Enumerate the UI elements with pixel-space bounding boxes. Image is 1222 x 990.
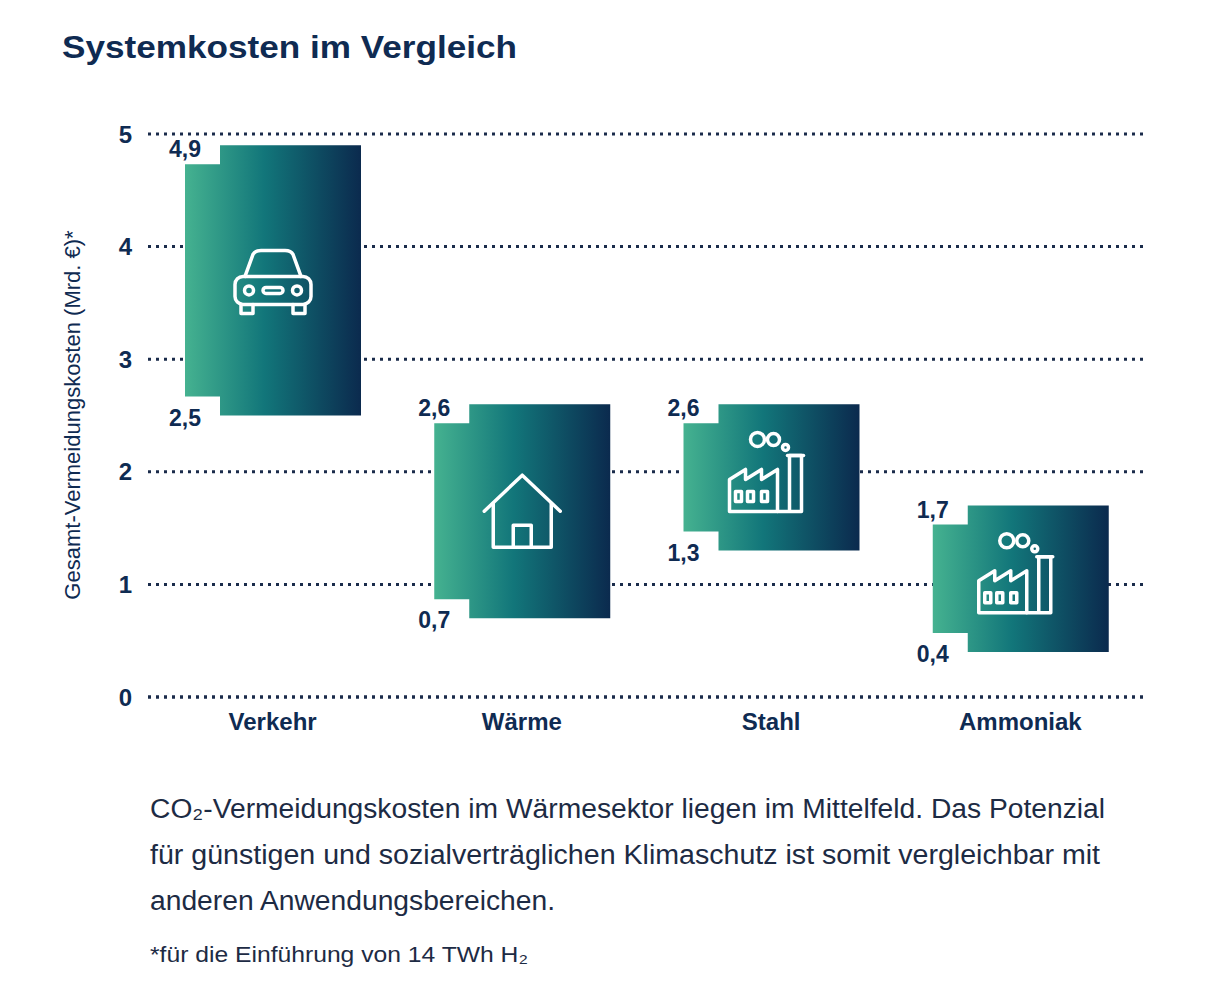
svg-text:2,6: 2,6 (418, 395, 450, 421)
svg-text:0,7: 0,7 (418, 607, 450, 633)
svg-text:4: 4 (119, 233, 133, 260)
svg-text:anderen Anwendungsbereichen.: anderen Anwendungsbereichen. (150, 886, 555, 916)
svg-text:0,4: 0,4 (917, 641, 949, 667)
svg-text:Ammoniak: Ammoniak (959, 708, 1082, 735)
svg-text:CO₂-Vermeidungskosten im Wärme: CO₂-Vermeidungskosten im Wärmesektor lie… (150, 794, 1105, 824)
svg-text:Stahl: Stahl (742, 708, 801, 735)
svg-text:Wärme: Wärme (482, 708, 562, 735)
svg-text:Verkehr: Verkehr (229, 708, 317, 735)
svg-text:Systemkosten im Vergleich: Systemkosten im Vergleich (62, 29, 517, 65)
svg-text:2,5: 2,5 (169, 405, 201, 431)
svg-text:1: 1 (119, 571, 132, 598)
svg-text:2,6: 2,6 (668, 395, 700, 421)
svg-text:Gesamt-Vermeidungskosten (Mrd.: Gesamt-Vermeidungskosten (Mrd. €)* (60, 230, 85, 600)
svg-text:2: 2 (119, 458, 132, 485)
svg-text:4,9: 4,9 (169, 136, 201, 162)
svg-text:5: 5 (119, 121, 132, 148)
svg-text:3: 3 (119, 346, 132, 373)
svg-text:0: 0 (119, 684, 132, 711)
svg-text:für günstigen und sozialverträ: für günstigen und sozialverträglichen Kl… (150, 840, 1101, 870)
svg-text:*für die Einführung von 14 TWh: *für die Einführung von 14 TWh H₂ (150, 942, 528, 967)
svg-text:1,3: 1,3 (668, 540, 700, 566)
svg-text:1,7: 1,7 (917, 497, 949, 523)
